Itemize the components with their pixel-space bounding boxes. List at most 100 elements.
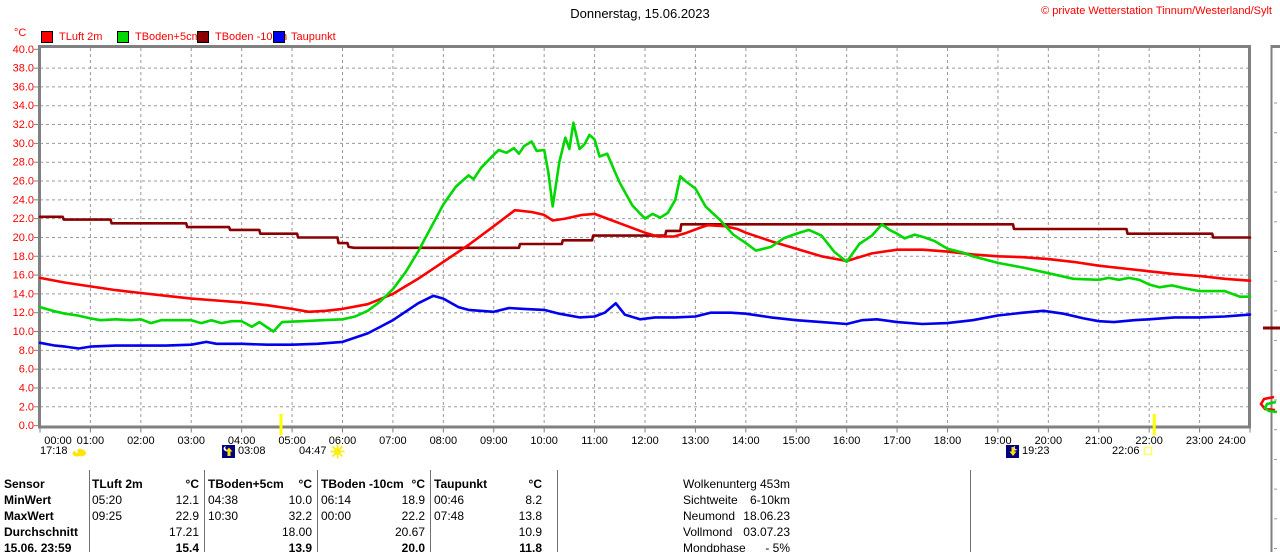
svg-text:26.0: 26.0 xyxy=(13,176,34,188)
max-value: 22.2 xyxy=(401,509,425,523)
legend-label: TLuft 2m xyxy=(59,30,103,43)
info-label: Vollmond xyxy=(683,525,733,539)
sunrise-time: 04:47 xyxy=(299,445,327,457)
avg-value: 17.21 xyxy=(168,525,199,539)
last-value: 20.0 xyxy=(401,541,425,552)
annotation-moonrise: 03:08 xyxy=(222,444,266,458)
last-value: 15.4 xyxy=(175,541,199,552)
info-value: 453m xyxy=(759,477,790,491)
svg-text:22:00: 22:00 xyxy=(1135,435,1163,447)
svg-text:13:00: 13:00 xyxy=(682,435,710,447)
min-time: 05:20 xyxy=(92,493,123,507)
legend-item-taupunkt: Taupunkt xyxy=(273,30,336,43)
max-value: 13.8 xyxy=(518,509,542,523)
max-time: 07:48 xyxy=(434,509,465,523)
svg-text:24.0: 24.0 xyxy=(13,194,34,206)
svg-text:18.0: 18.0 xyxy=(13,251,34,263)
annotation-sunset: 22:06 xyxy=(1112,444,1153,458)
moonrise-icon xyxy=(222,444,235,458)
table-divider xyxy=(204,470,205,552)
stats-col-taupunkt: Taupunkt °C 00:46 8.2 07:48 13.8 10.9 11.8 xyxy=(434,476,542,552)
col-unit: °C xyxy=(411,477,425,491)
svg-text:34.0: 34.0 xyxy=(13,100,34,112)
sunset-icon xyxy=(1143,446,1152,456)
table-divider xyxy=(430,470,431,552)
table-divider xyxy=(557,470,558,552)
svg-text:16.0: 16.0 xyxy=(13,270,34,282)
svg-text:20.0: 20.0 xyxy=(13,232,34,244)
svg-text:12:00: 12:00 xyxy=(631,435,659,447)
svg-text:14.0: 14.0 xyxy=(13,288,34,300)
max-time: 09:25 xyxy=(92,509,123,523)
stats-table: Sensor MinWert MaxWert Durchschnitt 15.0… xyxy=(0,470,1280,552)
row-label-maxwert: MaxWert xyxy=(4,509,54,523)
svg-text:14:00: 14:00 xyxy=(732,435,760,447)
svg-text:16:00: 16:00 xyxy=(833,435,861,447)
min-value: 10.0 xyxy=(288,493,312,507)
svg-text:10.0: 10.0 xyxy=(13,326,34,338)
svg-text:09:00: 09:00 xyxy=(480,435,508,447)
svg-text:32.0: 32.0 xyxy=(13,119,34,131)
svg-text:20:00: 20:00 xyxy=(1035,435,1063,447)
moonrise-time: 03:08 xyxy=(238,445,266,457)
annotation-moon-17-18: 17:18 xyxy=(40,444,87,458)
tboden10-swatch-icon xyxy=(197,30,209,43)
svg-text:03:00: 03:00 xyxy=(177,435,205,447)
avg-value: 10.9 xyxy=(518,525,542,539)
svg-text:0.0: 0.0 xyxy=(19,420,34,432)
min-value: 12.1 xyxy=(175,493,199,507)
svg-text:12.0: 12.0 xyxy=(13,307,34,319)
svg-text:6.0: 6.0 xyxy=(19,364,34,376)
svg-text:40.0: 40.0 xyxy=(13,44,34,56)
min-value: 18.9 xyxy=(401,493,425,507)
svg-text:4.0: 4.0 xyxy=(19,382,34,394)
table-divider xyxy=(317,470,318,552)
svg-text:30.0: 30.0 xyxy=(13,138,34,150)
copyright-note: © private Wetterstation Tinnum/Westerlan… xyxy=(1041,5,1272,17)
svg-text:28.0: 28.0 xyxy=(13,157,34,169)
svg-text:05:00: 05:00 xyxy=(278,435,306,447)
max-time: 00:00 xyxy=(321,509,352,523)
astro-info-block: Wolkenunterg 453m Sichtweite 6-10km Neumon… xyxy=(683,476,790,552)
legend-item-tluft: TLuft 2m xyxy=(41,30,102,43)
min-time: 04:38 xyxy=(208,493,239,507)
svg-text:04:00: 04:00 xyxy=(228,435,256,447)
table-divider xyxy=(970,470,971,552)
svg-text:07:00: 07:00 xyxy=(379,435,407,447)
taupunkt-swatch-icon xyxy=(273,30,285,43)
tluft-swatch-icon xyxy=(41,30,53,43)
annotation-moonset: 19:23 xyxy=(1006,444,1050,458)
sunset-time: 22:06 xyxy=(1112,445,1140,457)
row-label-sensor: Sensor xyxy=(4,477,45,491)
tboden5-swatch-icon xyxy=(117,30,129,43)
svg-text:11:00: 11:00 xyxy=(581,435,608,447)
svg-text:10:00: 10:00 xyxy=(530,435,558,447)
min-time: 00:46 xyxy=(434,493,465,507)
legend-label: Taupunkt xyxy=(291,30,336,43)
max-time: 10:30 xyxy=(208,509,239,523)
col-header: TBoden+5cm xyxy=(208,477,284,491)
avg-value: 20.67 xyxy=(394,525,425,539)
info-label: Sichtweite xyxy=(683,493,738,507)
svg-text:36.0: 36.0 xyxy=(13,81,34,93)
max-value: 32.2 xyxy=(288,509,312,523)
legend-label: TBoden -10cm xyxy=(215,30,288,43)
stats-col-tboden10: TBoden -10cm °C 06:14 18.9 00:00 22.2 20.67… xyxy=(321,476,425,552)
svg-text:22.0: 22.0 xyxy=(13,213,34,225)
col-unit: °C xyxy=(528,477,542,491)
annotation-sunrise: 04:47 xyxy=(299,444,345,458)
col-unit: °C xyxy=(185,477,199,491)
moonset-icon xyxy=(1006,444,1019,458)
avg-value: 18.00 xyxy=(281,525,312,539)
svg-text:24:00: 24:00 xyxy=(1218,435,1246,447)
col-header: TLuft 2m xyxy=(92,477,143,491)
moonset-time: 19:23 xyxy=(1022,445,1050,457)
stats-row-labels: Sensor MinWert MaxWert Durchschnitt 15.0… xyxy=(4,476,88,552)
info-label: Neumond xyxy=(683,509,736,523)
info-value: 18.06.23 xyxy=(743,509,790,523)
legend-item-tboden10: TBoden -10cm xyxy=(197,30,287,43)
legend-label: TBoden+5cm xyxy=(135,30,201,43)
svg-text:08:00: 08:00 xyxy=(430,435,458,447)
